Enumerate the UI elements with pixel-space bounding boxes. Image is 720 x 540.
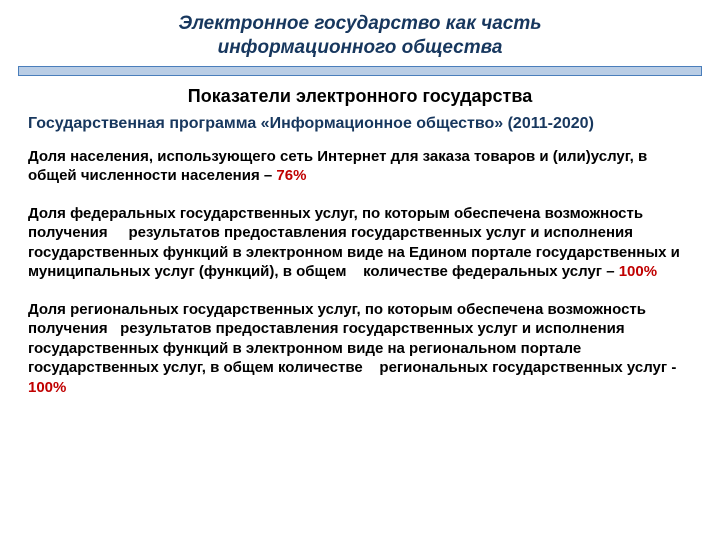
paragraph-3: Доля региональных государственных услуг,… xyxy=(28,300,692,398)
subtitle: Показатели электронного государства xyxy=(28,86,692,107)
program-line: Государственная программа «Информационно… xyxy=(28,115,692,133)
para2-value: 100% xyxy=(619,263,657,280)
divider-band xyxy=(18,66,702,76)
para1-text: Доля населения, использующего сеть Интер… xyxy=(28,148,647,185)
title-line-2: информационного общества xyxy=(28,36,692,60)
paragraph-2: Доля федеральных государственных услуг, … xyxy=(28,204,692,282)
para2-text: Доля федеральных государственных услуг, … xyxy=(28,205,680,281)
paragraph-1: Доля населения, использующего сеть Интер… xyxy=(28,147,692,186)
para3-value: 100% xyxy=(28,379,66,396)
main-title: Электронное государство как часть информ… xyxy=(28,12,692,60)
slide: Электронное государство как часть информ… xyxy=(0,0,720,540)
title-line-1: Электронное государство как часть xyxy=(28,12,692,36)
para1-value: 76% xyxy=(276,167,306,184)
para3-text: Доля региональных государственных услуг,… xyxy=(28,301,676,377)
